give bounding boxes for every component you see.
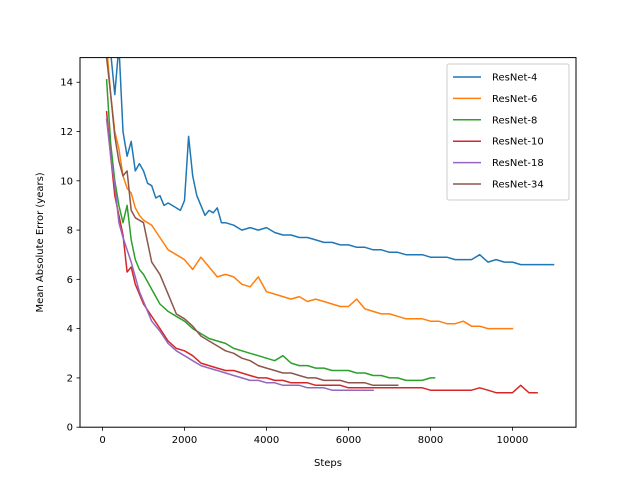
x-tick-label: 10000 bbox=[497, 435, 529, 446]
y-tick-label: 10 bbox=[60, 176, 73, 187]
y-tick-label: 4 bbox=[67, 324, 73, 335]
x-tick-label: 0 bbox=[99, 435, 105, 446]
series-line-resnet-6 bbox=[106, 57, 514, 330]
legend-label: ResNet-34 bbox=[492, 180, 544, 191]
x-axis-label: Steps bbox=[314, 458, 342, 469]
y-tick-label: 14 bbox=[60, 78, 73, 89]
plot-frame bbox=[79, 57, 577, 428]
legend-label: ResNet-6 bbox=[492, 94, 537, 105]
y-axis-label: Mean Absolute Error (years) bbox=[35, 172, 46, 312]
legend-label: ResNet-4 bbox=[492, 73, 537, 84]
legend: ResNet-4 ResNet-6 ResNet-8 ResNet-10 ResNet-… bbox=[446, 63, 570, 201]
y-tick-label: 12 bbox=[60, 127, 73, 138]
series-line-resnet-8 bbox=[105, 79, 436, 382]
y-axis: 0 2 4 6 8 10 12 14 bbox=[60, 78, 80, 434]
legend-label: ResNet-10 bbox=[492, 137, 544, 148]
series-line-resnet-18 bbox=[105, 118, 374, 391]
x-tick-label: 4000 bbox=[254, 435, 279, 446]
x-axis: 0 2000 4000 6000 8000 10000 bbox=[99, 427, 528, 446]
y-tick-label: 6 bbox=[67, 275, 73, 286]
series-line-resnet-34 bbox=[105, 57, 399, 387]
series-line-resnet-4 bbox=[110, 57, 555, 266]
y-tick-label: 8 bbox=[67, 226, 73, 237]
legend-label: ResNet-8 bbox=[492, 115, 537, 126]
x-tick-label: 2000 bbox=[172, 435, 197, 446]
y-tick-label: 0 bbox=[67, 423, 73, 434]
legend-label: ResNet-18 bbox=[492, 158, 544, 169]
series-layer bbox=[105, 57, 555, 394]
y-tick-label: 2 bbox=[67, 373, 73, 384]
x-tick-label: 6000 bbox=[336, 435, 361, 446]
x-tick-label: 8000 bbox=[418, 435, 443, 446]
